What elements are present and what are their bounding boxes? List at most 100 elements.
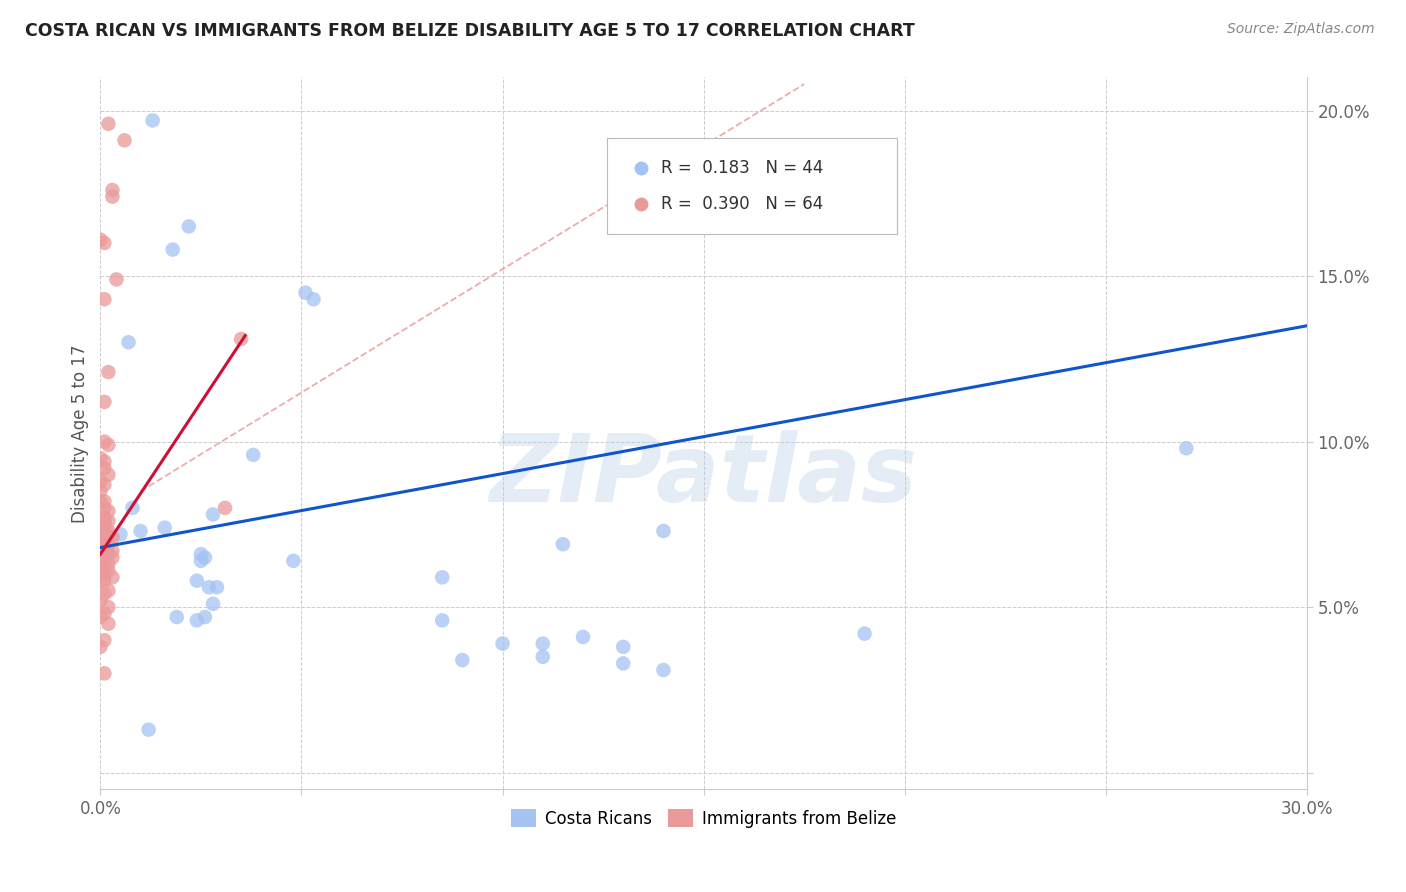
Point [432,613,454,627]
Point [302,292,325,306]
Point [97,504,120,518]
Point [89,537,111,551]
Point [201,597,224,611]
Point [97,616,120,631]
Point [89,484,111,499]
Point [194,610,217,624]
Point [294,285,316,300]
Point [93,554,115,568]
Point [153,521,176,535]
Legend: Costa Ricans, Immigrants from Belize: Costa Ricans, Immigrants from Belize [505,803,903,834]
Point [491,636,513,650]
Point [177,219,200,234]
Point [93,666,115,681]
Point [201,508,224,522]
Point [93,454,115,468]
Point [93,521,115,535]
Point [89,537,111,551]
Point [110,527,132,541]
Text: Source: ZipAtlas.com: Source: ZipAtlas.com [1227,22,1375,37]
Point [89,475,111,489]
Point [101,544,124,558]
Point [551,537,574,551]
Point [93,477,115,491]
Point [101,550,124,565]
Point [853,626,876,640]
Point [190,554,212,568]
Point [89,451,111,466]
Point [97,527,120,541]
Point [93,461,115,475]
Point [93,500,115,515]
Point [89,610,111,624]
Point [93,567,115,582]
Point [93,550,115,565]
Point [162,243,184,257]
Point [97,365,120,379]
Point [93,633,115,648]
Point [129,524,152,538]
Point [93,292,115,306]
Point [93,533,115,548]
Point [612,657,634,671]
Point [101,183,124,197]
Point [97,600,120,615]
Point [97,467,120,482]
Point [198,580,221,594]
Point [214,500,236,515]
Point [93,533,115,548]
Point [89,593,111,607]
Point [121,500,143,515]
Point [97,531,120,545]
Point [93,533,115,548]
Point [117,335,139,350]
Point [652,524,675,538]
Point [432,570,454,584]
Point [101,189,124,203]
Point [93,514,115,528]
Point [97,514,120,528]
Point [166,610,188,624]
Text: ZIPatlas: ZIPatlas [489,430,918,522]
Point [89,521,111,535]
Point [97,583,120,598]
Point [93,434,115,449]
Point [93,494,115,508]
Point [89,494,111,508]
Point [101,531,124,545]
Text: R =  0.183   N = 44: R = 0.183 N = 44 [661,159,824,177]
Point [93,517,115,532]
Point [451,653,474,667]
Point [93,587,115,601]
Point [186,613,208,627]
Point [114,133,136,147]
Point [652,663,675,677]
Point [89,531,111,545]
Point [1175,441,1198,455]
Point [138,723,160,737]
Point [93,574,115,588]
Point [97,564,120,578]
Text: R =  0.390   N = 64: R = 0.390 N = 64 [661,195,824,213]
Point [97,557,120,571]
Point [101,570,124,584]
Point [97,438,120,452]
Point [93,541,115,555]
Point [89,640,111,654]
Point [89,557,111,571]
Point [572,630,595,644]
Point [101,531,124,545]
Point [190,547,212,561]
Point [229,332,252,346]
Point [531,636,554,650]
Point [105,272,128,286]
Point [142,113,165,128]
Point [531,649,554,664]
Point [93,395,115,409]
Y-axis label: Disability Age 5 to 17: Disability Age 5 to 17 [72,344,89,523]
Text: COSTA RICAN VS IMMIGRANTS FROM BELIZE DISABILITY AGE 5 TO 17 CORRELATION CHART: COSTA RICAN VS IMMIGRANTS FROM BELIZE DI… [25,22,915,40]
Point [93,527,115,541]
Point [93,510,115,524]
Point [612,640,634,654]
Point [93,607,115,621]
